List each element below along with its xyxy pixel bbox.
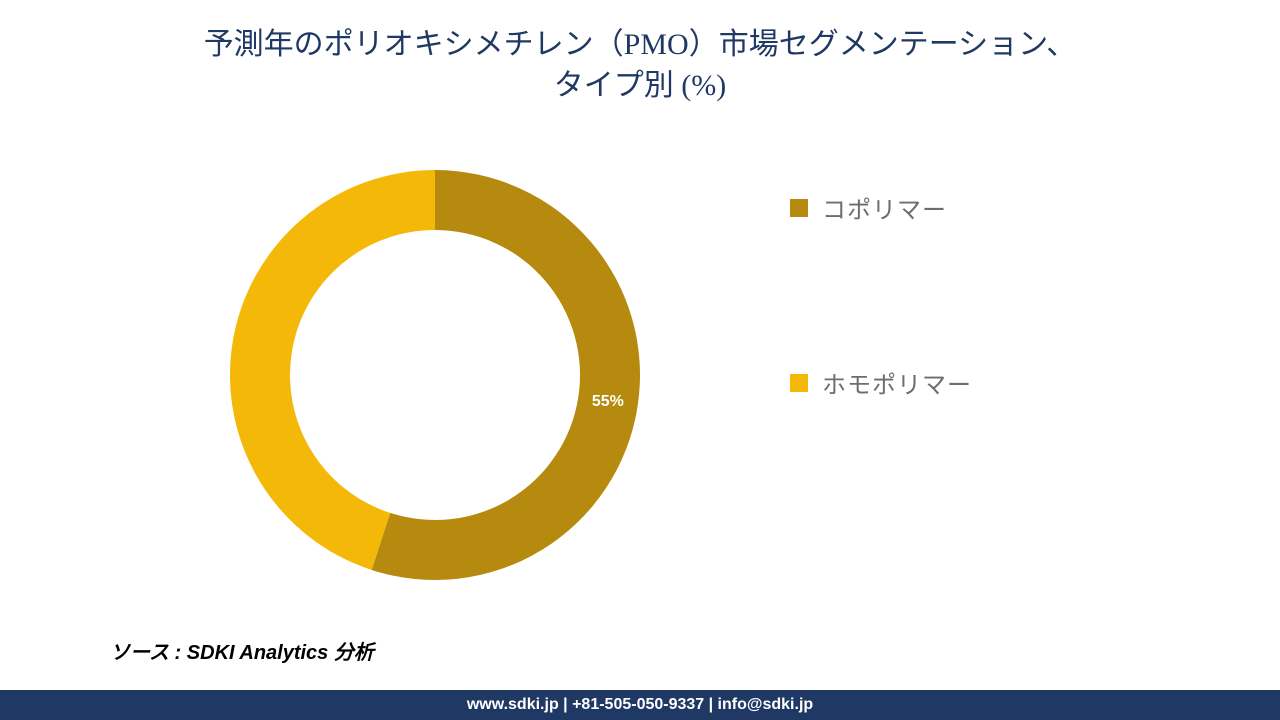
chart-title-line2: タイプ別 (%): [554, 69, 726, 102]
slice-value-label: 55%: [592, 393, 624, 411]
donut-slice-1: [230, 170, 435, 570]
legend-swatch-icon: [790, 374, 808, 392]
chart-title: 予測年のポリオキシメチレン（PMO）市場セグメンテーション、 タイプ別 (%): [0, 25, 1280, 106]
legend: コポリマー ホモポリマー: [790, 190, 972, 400]
legend-label: コポリマー: [822, 190, 947, 225]
footer-text: www.sdki.jp | +81-505-050-9337 | info@sd…: [467, 696, 813, 713]
footer-bar: www.sdki.jp | +81-505-050-9337 | info@sd…: [0, 690, 1280, 720]
source-text: SDKI Analytics 分析: [187, 642, 374, 664]
chart-title-line1: 予測年のポリオキシメチレン（PMO）市場セグメンテーション、: [204, 28, 1077, 61]
legend-swatch-icon: [790, 199, 808, 217]
source-prefix: ソース :: [110, 642, 187, 664]
source-attribution: ソース : SDKI Analytics 分析: [110, 636, 374, 665]
legend-item-1: ホモポリマー: [790, 365, 972, 400]
legend-label: ホモポリマー: [822, 365, 972, 400]
donut-chart: 55%: [220, 160, 650, 590]
legend-item-0: コポリマー: [790, 190, 972, 225]
